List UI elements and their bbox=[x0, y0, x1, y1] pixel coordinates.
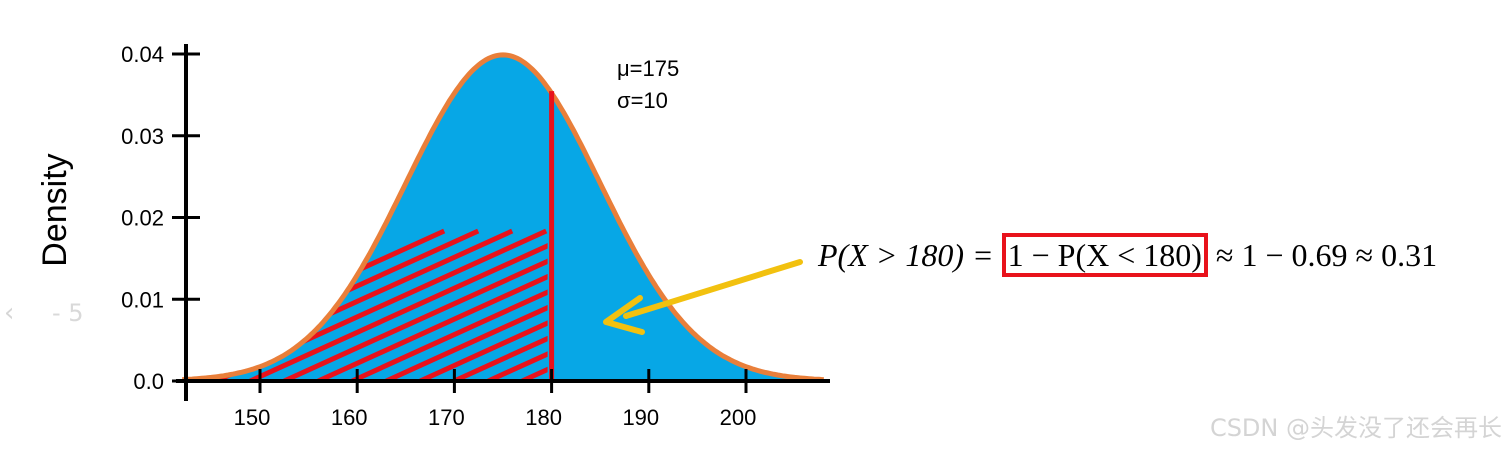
y-ticks: 0.0 0.01 0.02 0.03 0.04 bbox=[121, 42, 200, 394]
y-tick-label: 0.0 bbox=[133, 369, 164, 394]
y-tick-label: 0.03 bbox=[121, 124, 164, 149]
page-counter: - 5 bbox=[52, 299, 84, 327]
x-tick-label: 190 bbox=[622, 405, 659, 430]
chevron-left-icon[interactable]: ‹ bbox=[4, 298, 15, 328]
y-tick-label: 0.02 bbox=[121, 206, 164, 231]
x-tick-label: 200 bbox=[720, 405, 757, 430]
probability-formula: P(X > 180) = 1 − P(X < 180) ≈ 1 − 0.69 ≈… bbox=[818, 233, 1438, 277]
hatch-line bbox=[385, 228, 548, 382]
y-axis-label: Density bbox=[36, 153, 74, 266]
hatch-line bbox=[317, 228, 548, 382]
y-tick-label: 0.01 bbox=[121, 287, 164, 312]
x-tick-label: 180 bbox=[525, 405, 562, 430]
formula-rhs: ≈ 1 − 0.69 ≈ 0.31 bbox=[1207, 237, 1438, 273]
formula-lhs: P(X > 180) = bbox=[818, 237, 1002, 273]
hatch-line bbox=[487, 228, 548, 382]
hatch-line bbox=[419, 228, 548, 382]
arrow bbox=[603, 259, 803, 335]
formula-boxed-term: 1 − P(X < 180) bbox=[1001, 233, 1208, 277]
hatch-line bbox=[283, 228, 548, 382]
density-curve bbox=[182, 52, 824, 383]
x-tick-label: 160 bbox=[331, 405, 368, 430]
y-tick-label: 0.04 bbox=[121, 42, 164, 67]
x-tick-label: 170 bbox=[428, 405, 465, 430]
watermark: CSDN @头发没了还会再长 bbox=[1209, 414, 1502, 442]
density-area bbox=[182, 54, 824, 382]
hatch-line bbox=[351, 228, 548, 382]
arrow-shaft bbox=[623, 259, 803, 319]
hatch-line bbox=[453, 228, 548, 382]
mu-label: μ=175 bbox=[617, 56, 679, 81]
hatch-line bbox=[249, 228, 548, 382]
x-ticks: 150 160 170 180 190 200 bbox=[234, 369, 757, 430]
sigma-label: σ=10 bbox=[617, 88, 668, 113]
arrow-head bbox=[603, 295, 645, 335]
x-tick-label: 150 bbox=[234, 405, 271, 430]
